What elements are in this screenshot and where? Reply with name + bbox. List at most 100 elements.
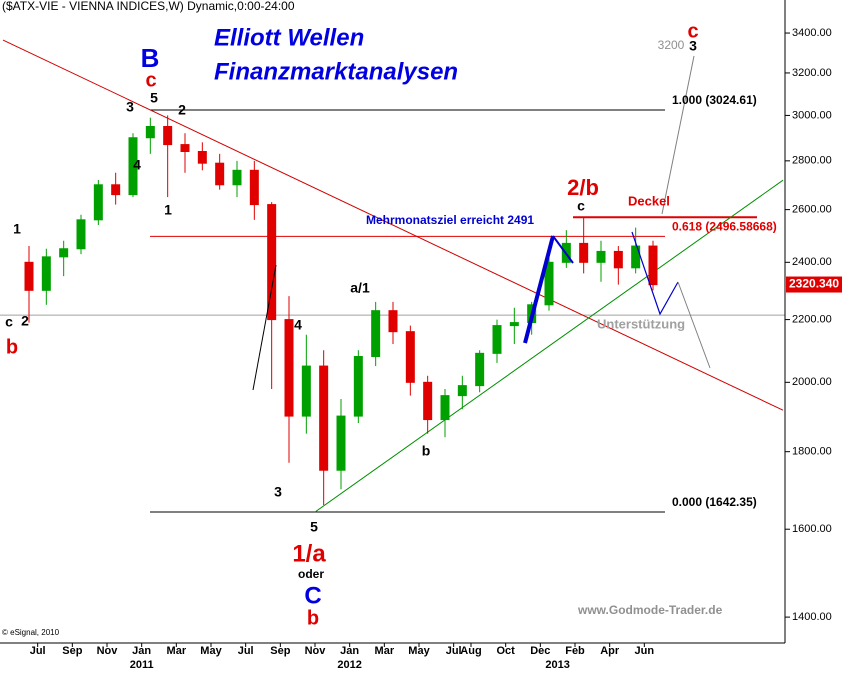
last-price-box [786,276,842,293]
x-tick-label: Feb [565,645,585,657]
wave-label: B [141,43,160,73]
y-tick-label: 2600.00 [792,204,832,216]
chart-title: ($ATX-VIE - VIENNA INDICES,W) Dynamic,0:… [2,0,295,13]
wave-label: c [5,314,13,330]
wave-label: 2 [178,102,186,118]
wave-label: 1 [164,202,172,218]
candle-body [215,162,225,186]
last-price-label: 2320.340 [789,277,839,291]
wave-label: 3 [274,484,282,500]
x-tick-label: May [200,645,222,657]
wave-label: 3 [689,38,697,54]
candle-body [388,310,398,333]
candle-body [301,365,311,417]
level-label: Deckel [628,194,670,209]
level-label: 0.618 (2496.58668) [672,220,777,234]
x-year-label: 2013 [545,659,569,671]
x-tick-label: Mar [375,645,395,657]
wave-label: 1 [13,221,21,237]
candle-body [41,256,51,291]
x-tick-label: Dec [530,645,550,657]
candle-body [457,385,467,397]
candle-body [613,250,623,269]
x-tick-label: Jan [132,645,151,657]
y-tick-label: 3200.00 [792,67,832,79]
candle-body [596,250,606,263]
x-tick-label: Jul [446,645,462,657]
wave-label: 2/b [567,175,599,200]
y-tick-label: 1400.00 [792,611,832,623]
candle-body [59,248,69,258]
candle-body [24,261,34,291]
candle-body [509,322,519,327]
candle-body [405,331,415,383]
channel-line [252,264,277,391]
target-label: 3200 [658,38,685,52]
candle-body [249,169,259,206]
x-tick-label: May [408,645,430,657]
trendline [314,179,784,513]
y-tick-label: 1600.00 [792,523,832,535]
y-tick-label: 1800.00 [792,446,832,458]
candle-body [440,395,450,421]
candle-body [353,356,363,417]
x-tick-label: Sep [270,645,290,657]
candle-body [284,319,294,417]
candle-body [371,310,381,358]
wave-label: c [145,69,156,91]
wave-drawing [552,235,574,264]
candle-body [544,261,554,306]
candle-body [475,352,485,387]
candle-body [423,381,433,421]
candle-body [76,219,86,250]
candle-body [631,245,641,269]
source: www.Godmode-Trader.de [577,603,723,617]
candle-body [93,184,103,221]
x-tick-label: Jan [340,645,359,657]
x-year-label: 2012 [337,659,361,671]
wave-label: 3 [126,99,134,115]
x-tick-label: Nov [97,645,119,657]
wave-label: C [304,582,321,609]
candle-body [492,325,502,354]
y-tick-label: 2000.00 [792,376,832,388]
wave-label: oder [298,567,324,581]
y-tick-label: 3000.00 [792,109,832,121]
candle-body [336,415,346,471]
wave-label: 1/a [292,540,326,567]
candle-body [145,125,155,139]
x-tick-label: Nov [305,645,327,657]
candle-body [232,169,242,186]
x-tick-label: Jul [238,645,254,657]
y-tick-label: 3400.00 [792,27,832,39]
wave-label: 4 [294,317,302,333]
candle-body [648,245,658,286]
y-tick-label: 2800.00 [792,155,832,167]
wave-label: c [577,198,585,214]
level-label: 0.000 (1642.35) [672,495,757,509]
wave-label: 4 [133,157,141,173]
headline: Finanzmarktanalysen [214,58,458,85]
wave-label: 5 [310,519,318,535]
headline: Elliott Wellen [214,24,364,51]
trendline [2,39,784,411]
x-tick-label: Mar [167,645,187,657]
wave-label: c [687,20,698,42]
candle-body [579,242,589,263]
wave-label: 2 [21,313,29,329]
x-tick-label: Jun [635,645,655,657]
projection-line [661,55,695,215]
candle-body [111,184,121,196]
y-tick-label: 2200.00 [792,313,832,325]
wave-label: b [307,607,319,629]
candle-body [197,151,207,164]
x-tick-label: Jul [30,645,46,657]
x-tick-label: Aug [460,645,481,657]
x-tick-label: Oct [496,645,515,657]
candle-body [180,144,190,153]
wave-label: b [422,443,431,459]
wave-label: a/1 [350,280,370,296]
x-tick-label: Sep [62,645,82,657]
projection-line [677,281,711,369]
